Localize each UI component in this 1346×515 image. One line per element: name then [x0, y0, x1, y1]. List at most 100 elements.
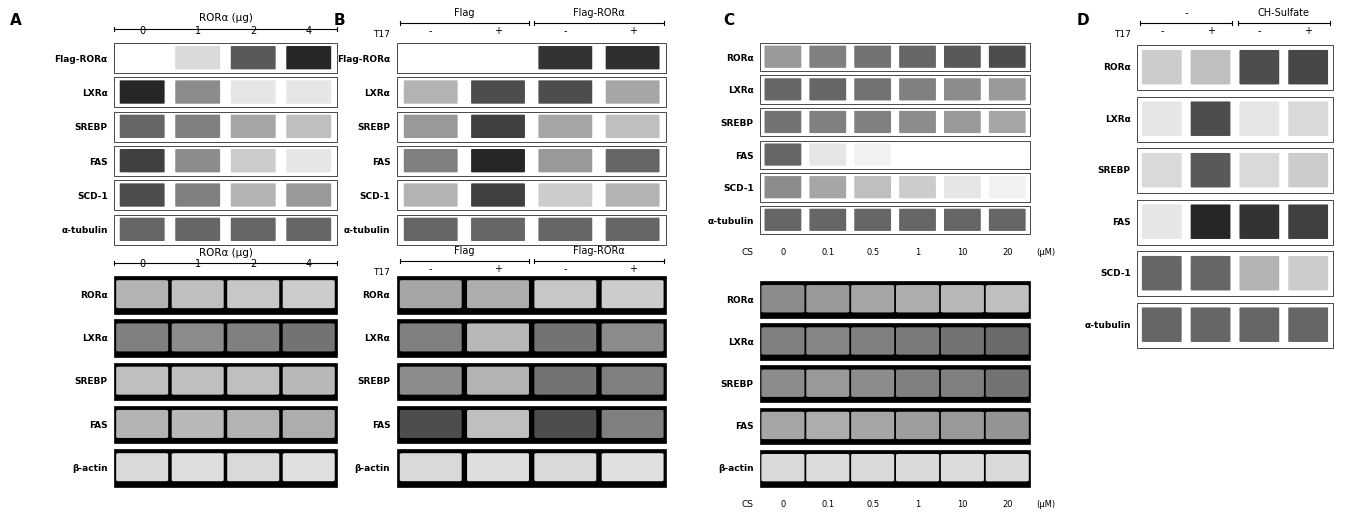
- Text: -: -: [564, 264, 567, 274]
- FancyBboxPatch shape: [809, 176, 847, 198]
- Text: 10: 10: [957, 248, 968, 257]
- Text: C: C: [723, 13, 734, 28]
- Text: +: +: [629, 26, 637, 37]
- FancyBboxPatch shape: [397, 363, 666, 400]
- Text: LXRα: LXRα: [728, 338, 754, 347]
- FancyBboxPatch shape: [941, 370, 984, 397]
- FancyBboxPatch shape: [989, 176, 1026, 198]
- Text: 4: 4: [306, 26, 312, 36]
- Text: RORα: RORα: [79, 291, 108, 300]
- FancyBboxPatch shape: [602, 280, 664, 308]
- FancyBboxPatch shape: [760, 174, 1030, 202]
- FancyBboxPatch shape: [1191, 256, 1230, 290]
- Text: SCD-1: SCD-1: [77, 192, 108, 201]
- FancyBboxPatch shape: [287, 46, 331, 70]
- FancyBboxPatch shape: [760, 76, 1030, 104]
- FancyBboxPatch shape: [400, 367, 462, 394]
- FancyBboxPatch shape: [120, 149, 164, 173]
- FancyBboxPatch shape: [114, 363, 336, 400]
- FancyBboxPatch shape: [116, 280, 168, 308]
- FancyBboxPatch shape: [175, 183, 221, 207]
- FancyBboxPatch shape: [467, 453, 529, 481]
- Text: SREBP: SREBP: [1097, 166, 1131, 176]
- FancyBboxPatch shape: [855, 176, 891, 198]
- FancyBboxPatch shape: [806, 285, 849, 313]
- Text: +: +: [1206, 26, 1214, 37]
- FancyBboxPatch shape: [114, 112, 336, 142]
- FancyBboxPatch shape: [172, 280, 223, 308]
- FancyBboxPatch shape: [172, 367, 223, 394]
- FancyBboxPatch shape: [397, 180, 666, 210]
- Text: 0.5: 0.5: [865, 248, 879, 257]
- Text: 0: 0: [139, 259, 145, 269]
- FancyBboxPatch shape: [765, 209, 801, 231]
- FancyBboxPatch shape: [1240, 153, 1279, 187]
- FancyBboxPatch shape: [534, 367, 596, 394]
- FancyBboxPatch shape: [855, 144, 891, 166]
- Text: β-actin: β-actin: [73, 464, 108, 473]
- FancyBboxPatch shape: [283, 410, 335, 438]
- FancyBboxPatch shape: [120, 183, 164, 207]
- Text: SREBP: SREBP: [720, 119, 754, 128]
- FancyBboxPatch shape: [404, 183, 458, 207]
- Text: FAS: FAS: [89, 158, 108, 166]
- Text: β-actin: β-actin: [719, 465, 754, 473]
- Text: 1: 1: [915, 248, 921, 257]
- FancyBboxPatch shape: [175, 218, 221, 241]
- FancyBboxPatch shape: [467, 323, 529, 351]
- FancyBboxPatch shape: [1137, 251, 1333, 296]
- Text: -: -: [1257, 26, 1261, 37]
- FancyBboxPatch shape: [606, 115, 660, 138]
- FancyBboxPatch shape: [287, 80, 331, 104]
- Text: SREBP: SREBP: [357, 377, 390, 386]
- FancyBboxPatch shape: [175, 80, 221, 104]
- Text: -: -: [564, 26, 567, 37]
- Text: β-actin: β-actin: [355, 464, 390, 473]
- Text: Flag: Flag: [454, 246, 475, 256]
- FancyBboxPatch shape: [471, 183, 525, 207]
- FancyBboxPatch shape: [944, 176, 981, 198]
- FancyBboxPatch shape: [287, 115, 331, 138]
- Text: 0: 0: [139, 26, 145, 36]
- Text: Flag: Flag: [454, 8, 475, 18]
- Text: +: +: [1304, 26, 1312, 37]
- FancyBboxPatch shape: [538, 46, 592, 70]
- FancyBboxPatch shape: [765, 144, 801, 166]
- FancyBboxPatch shape: [1240, 50, 1279, 84]
- FancyBboxPatch shape: [538, 149, 592, 173]
- FancyBboxPatch shape: [538, 115, 592, 138]
- FancyBboxPatch shape: [762, 328, 805, 355]
- FancyBboxPatch shape: [765, 176, 801, 198]
- FancyBboxPatch shape: [175, 149, 221, 173]
- FancyBboxPatch shape: [762, 412, 805, 439]
- Text: LXRα: LXRα: [365, 89, 390, 98]
- FancyBboxPatch shape: [404, 149, 458, 173]
- FancyBboxPatch shape: [985, 285, 1028, 313]
- FancyBboxPatch shape: [1191, 50, 1230, 84]
- FancyBboxPatch shape: [809, 144, 847, 166]
- Text: Flag-RORα: Flag-RORα: [336, 55, 390, 63]
- Text: LXRα: LXRα: [82, 334, 108, 343]
- Text: RORα: RORα: [362, 291, 390, 300]
- FancyBboxPatch shape: [1141, 101, 1182, 136]
- FancyBboxPatch shape: [175, 115, 221, 138]
- Text: A: A: [9, 13, 22, 28]
- Text: SCD-1: SCD-1: [1100, 269, 1131, 279]
- FancyBboxPatch shape: [602, 367, 664, 394]
- Text: SCD-1: SCD-1: [359, 192, 390, 201]
- FancyBboxPatch shape: [944, 46, 981, 68]
- Text: FAS: FAS: [89, 421, 108, 430]
- FancyBboxPatch shape: [1288, 307, 1329, 342]
- Text: Flag-RORα: Flag-RORα: [573, 8, 625, 18]
- Text: (μM): (μM): [1036, 248, 1055, 257]
- FancyBboxPatch shape: [471, 115, 525, 138]
- FancyBboxPatch shape: [602, 410, 664, 438]
- Text: 0: 0: [781, 500, 786, 509]
- FancyBboxPatch shape: [114, 215, 336, 245]
- FancyBboxPatch shape: [1288, 101, 1329, 136]
- FancyBboxPatch shape: [1288, 50, 1329, 84]
- FancyBboxPatch shape: [899, 209, 935, 231]
- Text: RORα: RORα: [1102, 63, 1131, 73]
- Text: -: -: [429, 26, 432, 37]
- FancyBboxPatch shape: [944, 78, 981, 100]
